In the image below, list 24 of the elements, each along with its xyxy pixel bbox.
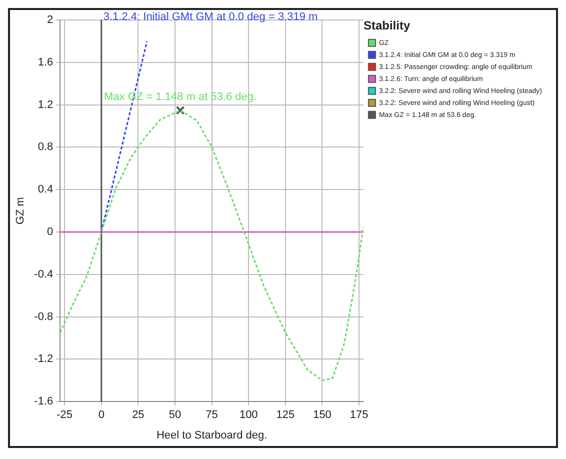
y-tick-label: 0 bbox=[47, 226, 54, 238]
y-tick-label: 0.8 bbox=[38, 141, 54, 154]
legend-title: Stability bbox=[363, 18, 410, 32]
y-tick-label: 1.6 bbox=[38, 56, 54, 68]
x-tick-label: 25 bbox=[132, 409, 144, 422]
y-axis-title: GZ m bbox=[14, 197, 27, 225]
x-tick-label: 50 bbox=[168, 409, 182, 422]
y-tick-label: -0.4 bbox=[34, 268, 54, 280]
x-tick-label: 125 bbox=[276, 409, 295, 422]
y-tick-label: 2 bbox=[47, 14, 54, 26]
annotation: Max GZ = 1.148 m at 53.6 deg. bbox=[104, 90, 257, 103]
x-tick-label: 150 bbox=[313, 409, 332, 422]
x-axis-title: Heel to Starboard deg. bbox=[156, 429, 268, 442]
x-tick-label: 100 bbox=[239, 409, 258, 422]
y-tick-label: 1.2 bbox=[38, 98, 54, 111]
x-tick-label: 75 bbox=[206, 409, 218, 422]
y-tick-label: -1.6 bbox=[34, 396, 54, 408]
x-tick-label: 0 bbox=[98, 409, 104, 422]
x-tick-label: 175 bbox=[350, 409, 368, 422]
annotation: 3.1.2.4: Initial GMt GM at 0.0 deg = 3.319 m bbox=[103, 11, 318, 24]
y-tick-label: -0.8 bbox=[34, 310, 54, 323]
y-tick-label: 0.4 bbox=[38, 184, 54, 196]
x-tick-label: -25 bbox=[56, 409, 73, 422]
y-tick-label: -1.2 bbox=[34, 353, 54, 366]
